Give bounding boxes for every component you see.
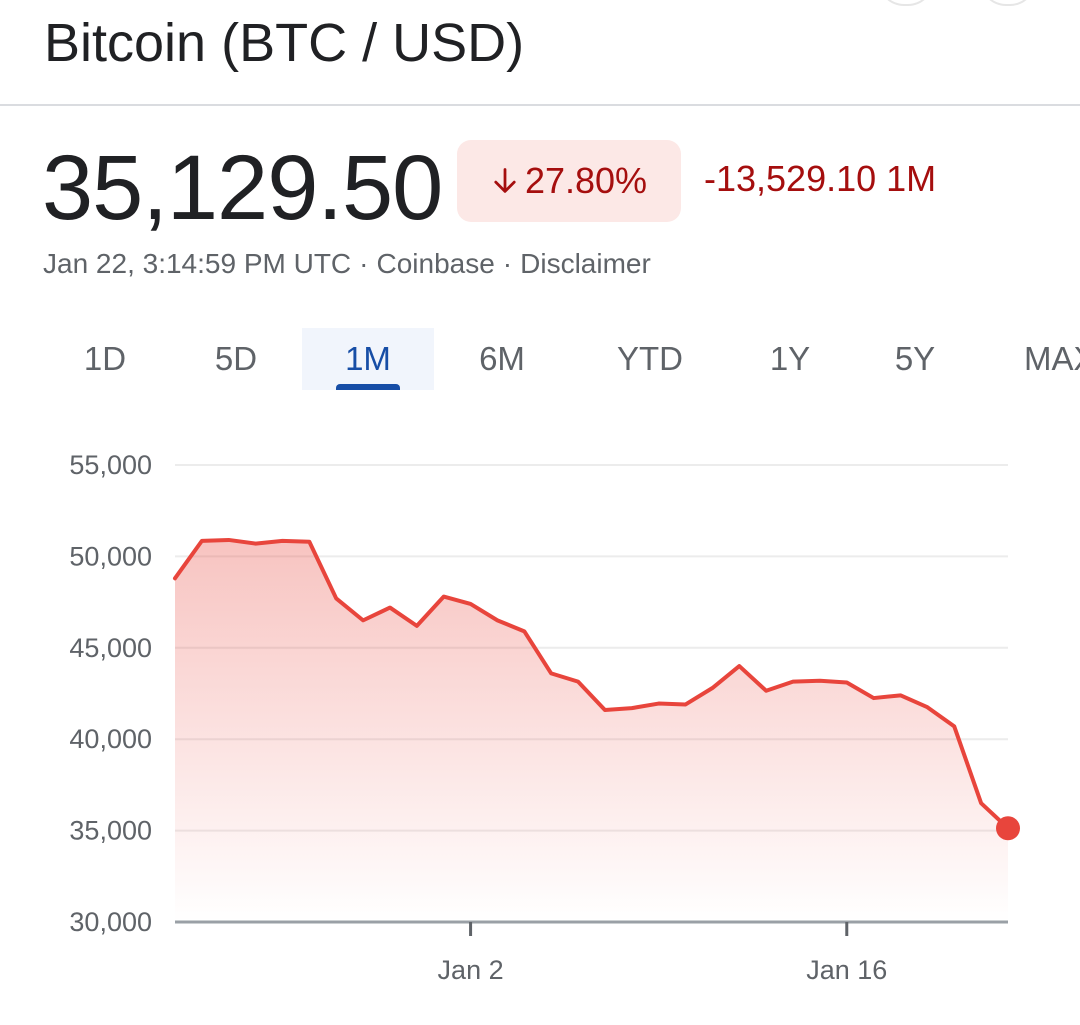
tab-1y[interactable]: 1Y xyxy=(769,340,811,377)
price-area xyxy=(175,539,1008,922)
separator: · xyxy=(359,248,369,279)
y-tick-label: 50,000 xyxy=(69,541,152,571)
header-divider xyxy=(0,104,1080,106)
current-price-dot xyxy=(996,816,1020,841)
tab-1d[interactable]: 1D xyxy=(83,340,127,377)
tab-max[interactable]: MAX xyxy=(1024,340,1080,377)
percent-change-badge: 27.80% xyxy=(457,140,681,222)
page-title: Bitcoin (BTC / USD) xyxy=(44,13,525,73)
source-link[interactable]: Coinbase xyxy=(376,248,495,279)
y-tick-label: 30,000 xyxy=(69,907,152,937)
disclaimer-link[interactable]: Disclaimer xyxy=(520,248,651,279)
timestamp: Jan 22, 3:14:59 PM UTC xyxy=(43,248,352,279)
y-tick-label: 55,000 xyxy=(69,450,152,480)
separator: · xyxy=(502,248,513,279)
arrow-down-icon xyxy=(494,168,516,193)
x-tick-label: Jan 2 xyxy=(438,955,504,985)
tab-ytd[interactable]: YTD xyxy=(617,340,683,377)
tab-5d[interactable]: 5D xyxy=(214,340,258,377)
y-tick-label: 35,000 xyxy=(69,816,152,846)
range-tabs: 1D 5D 1M 6M YTD 1Y 5Y MAX xyxy=(0,328,1080,390)
absolute-change: -13,529.10 1M xyxy=(704,158,937,199)
tab-6m[interactable]: 6M xyxy=(479,340,525,377)
y-tick-label: 40,000 xyxy=(69,724,152,754)
tab-1m[interactable]: 1M xyxy=(302,328,434,390)
selected-tab-indicator xyxy=(336,384,400,390)
tab-5y[interactable]: 5Y xyxy=(894,340,936,377)
quote-meta: Jan 22, 3:14:59 PM UTC · Coinbase · Disc… xyxy=(43,248,651,280)
price-chart[interactable]: 55,000 50,000 45,000 40,000 35,000 30,000 Jan … xyxy=(0,430,1080,1010)
y-tick-label: 45,000 xyxy=(69,633,152,663)
x-tick-label: Jan 16 xyxy=(806,955,887,985)
price-line xyxy=(173,537,1010,831)
overflow-avatar-shape xyxy=(980,0,1036,6)
percent-change-value: 27.80% xyxy=(524,160,648,201)
current-price: 35,129.50 xyxy=(42,137,443,239)
overflow-avatar-shape xyxy=(878,0,934,6)
